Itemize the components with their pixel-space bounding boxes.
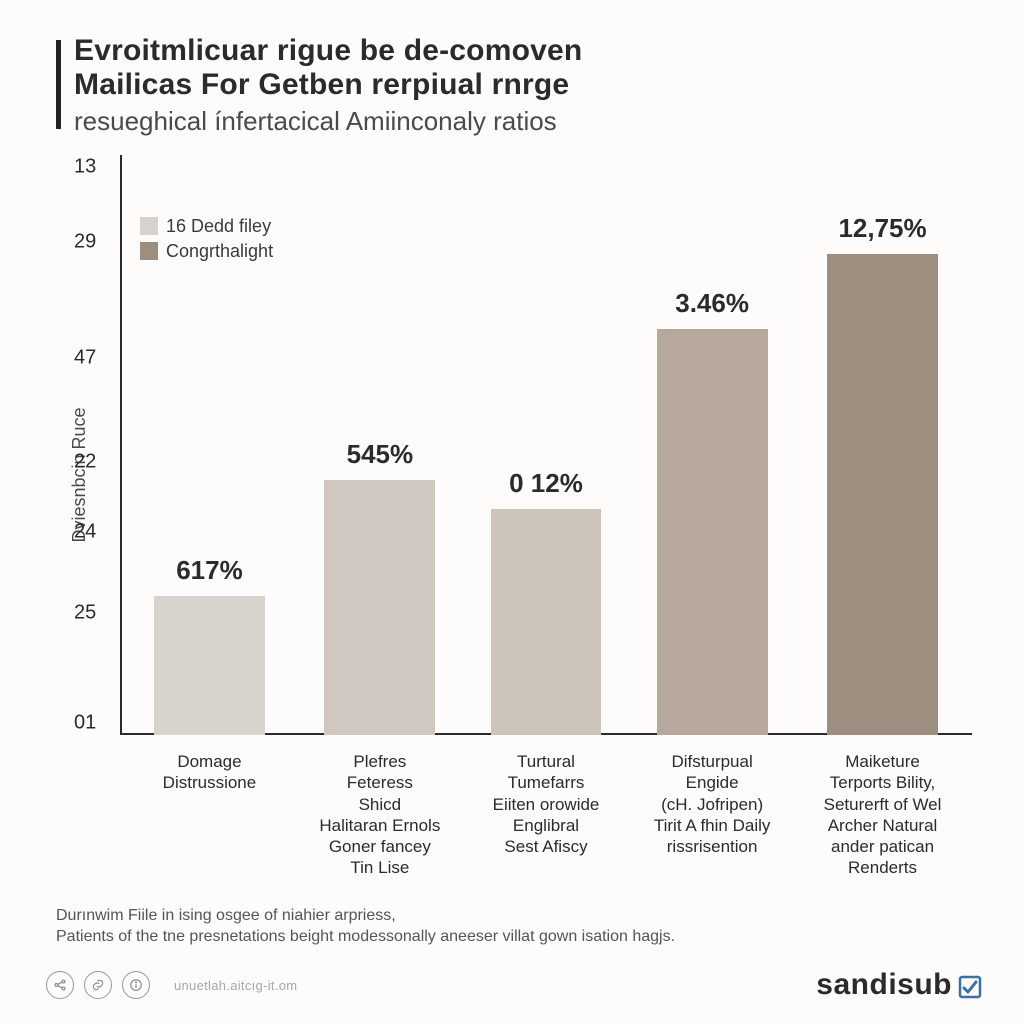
y-tick: 47: [74, 347, 96, 370]
chart: Dviesnbcin Ruce 13294722242501 16 Dedd f…: [56, 155, 982, 795]
bar: [491, 509, 602, 735]
y-tick: 22: [74, 451, 96, 474]
bottom-row: unuetlah.aitcıg-it.om sandisub: [46, 968, 982, 1002]
footnote-line: Durınwim Fiile in ising osgee of niahier…: [56, 905, 675, 927]
title-line-2: Mailicas For Getben rerpiual rnrge: [74, 68, 982, 102]
plot-area: 617%545%0 12%3.46%12,75%: [120, 155, 972, 735]
title-block: Evroitmlicuar rigue be de-comoven Mailic…: [56, 34, 982, 137]
footnotes: Durınwim Fiile in ising osgee of niahier…: [56, 905, 675, 948]
icon-row: unuetlah.aitcıg-it.om: [46, 971, 297, 999]
link-icon[interactable]: [84, 971, 112, 999]
y-tick: 25: [74, 602, 96, 625]
page-root: Evroitmlicuar rigue be de-comoven Mailic…: [0, 0, 1024, 1024]
y-tick: 29: [74, 231, 96, 254]
bar-value-label: 617%: [109, 555, 309, 586]
info-icon[interactable]: [122, 971, 150, 999]
brand-text: sandisub: [816, 968, 952, 1002]
title-line-1: Evroitmlicuar rigue be de-comoven: [74, 34, 982, 68]
brand-mark-icon: [958, 973, 982, 997]
bar: [827, 254, 938, 735]
x-category: DomageDistrussione: [124, 751, 294, 794]
x-category: TurturalTumefarrsEiiten orowideEnglibral…: [461, 751, 631, 857]
bar: [657, 329, 768, 735]
share-icon[interactable]: [46, 971, 74, 999]
bar-value-label: 3.46%: [612, 288, 812, 319]
x-category: DifsturpualEngide(cH. Jofripen)Tirit A f…: [627, 751, 797, 857]
footnote-line: Patients of the tne presnetations beight…: [56, 926, 675, 948]
bar-value-label: 12,75%: [783, 213, 983, 244]
x-category: MaiketureTerports Bility,Seturerft of We…: [798, 751, 968, 879]
bar: [324, 480, 435, 735]
bar: [154, 596, 265, 735]
y-axis-line: [120, 155, 122, 735]
bar-value-label: 545%: [280, 439, 480, 470]
subtitle: resueghical ínfertacical Amiinconaly rat…: [74, 106, 982, 137]
y-tick: 24: [74, 521, 96, 544]
bar-value-label: 0 12%: [446, 468, 646, 499]
y-tick: 13: [74, 155, 96, 178]
title-rule: [56, 40, 61, 129]
credit-text: unuetlah.aitcıg-it.om: [174, 978, 297, 993]
y-tick: 01: [74, 712, 96, 735]
brand: sandisub: [816, 968, 982, 1002]
x-category: PlefresFeteressShicdHalitaran ErnolsGone…: [295, 751, 465, 879]
